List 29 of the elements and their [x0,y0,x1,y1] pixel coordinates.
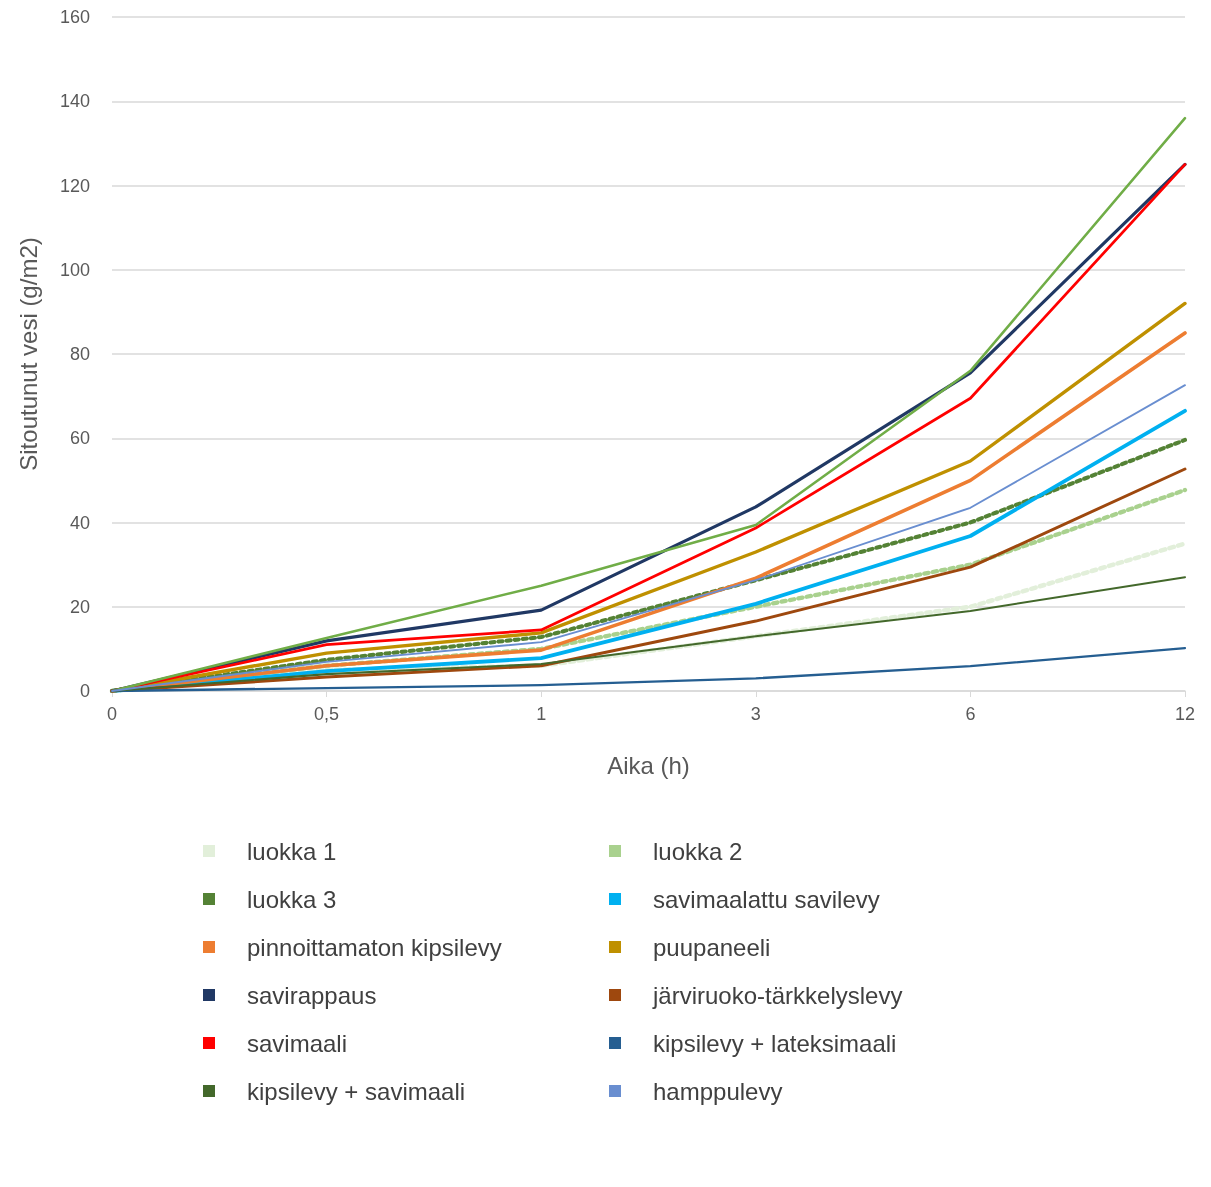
y-tick-label: 160 [59,7,90,27]
y-axis-title: Sitoutunut vesi (g/m2) [14,237,42,471]
x-axis-title: Aika (h) [607,751,690,779]
x-tick-label: 3 [750,704,761,724]
legend-label: luokka 3 [247,885,337,913]
legend-label: hamppulevy [653,1077,783,1105]
y-tick-label: 120 [59,175,90,196]
x-tick-label: 1 [536,704,547,724]
x-tick-label: 12 [1174,704,1196,724]
x-tick-label: 6 [965,704,976,724]
x-tick-label: 0,5 [314,704,340,724]
y-tick-label: 20 [69,596,90,617]
legend-label: luokka 1 [247,837,337,865]
y-tick-label: 40 [69,512,90,533]
legend-label: savimaalattu savilevy [653,885,880,913]
y-tick-label: 80 [69,344,90,364]
legend-label: pinnoittamaton kipsilevy [247,933,502,961]
legend-label: puupaneeli [653,933,771,961]
legend-label: savimaali [247,1029,348,1057]
legend-label: savirappaus [247,981,377,1009]
y-tick-label: 0 [79,681,90,701]
legend-label: kipsilevy + lateksimaali [653,1029,897,1057]
legend-label: järviruoko-tärkkelyslevy [652,981,903,1009]
legend-label: kipsilevy + savimaali [247,1077,466,1105]
x-tick-label: 0 [106,704,118,724]
legend-label: luokka 2 [653,837,743,865]
y-tick-label: 60 [69,428,90,449]
y-tick-label: 140 [59,91,90,112]
y-tick-label: 100 [59,259,90,280]
